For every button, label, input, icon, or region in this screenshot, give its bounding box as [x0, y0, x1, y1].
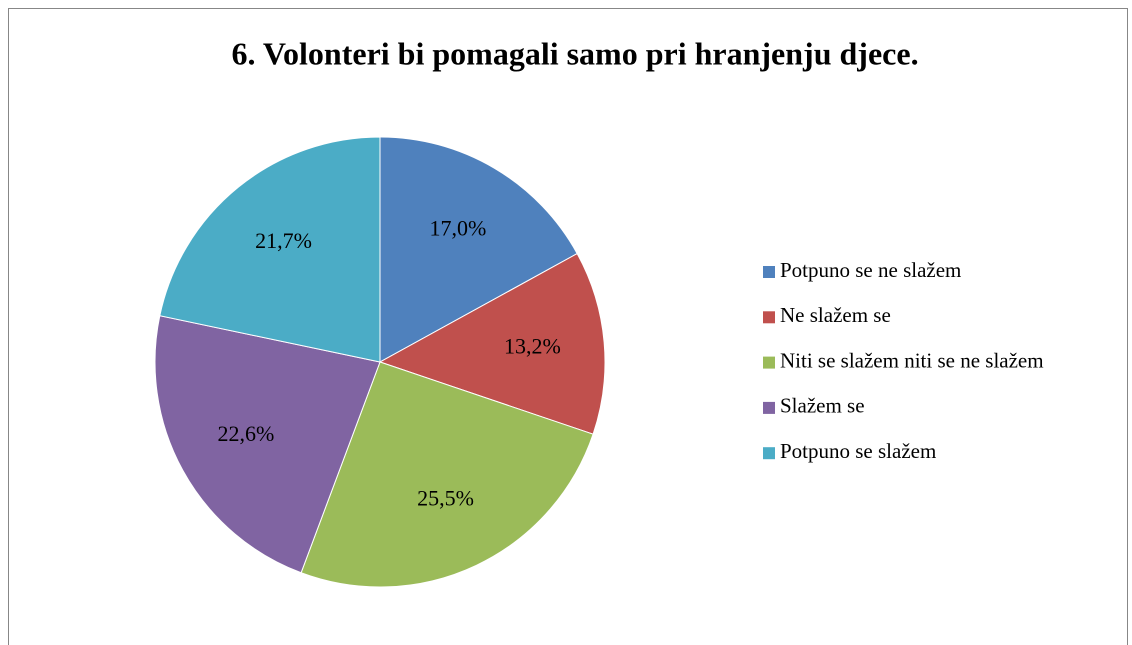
data-label: 17,0%: [429, 215, 486, 240]
legend-swatch: [763, 311, 775, 324]
data-label: 21,7%: [255, 228, 312, 253]
pie-slice: [300, 361, 594, 588]
pie-slice: [379, 136, 578, 363]
data-label: 25,5%: [417, 485, 474, 510]
data-label: 22,6%: [218, 421, 275, 446]
pie-slice: [154, 315, 381, 574]
legend-label: Niti se slažem niti se ne slažem: [780, 348, 1044, 372]
legend-swatch: [763, 356, 775, 369]
legend-label: Potpuno se slažem: [780, 439, 936, 463]
legend-swatch: [763, 401, 775, 414]
pie-slice: [159, 136, 381, 363]
chart-title: 6. Volonteri bi pomagali samo pri hranje…: [231, 35, 918, 71]
legend-label: Potpuno se ne slažem: [780, 258, 961, 282]
legend-swatch: [763, 447, 775, 460]
legend-label: Slažem se: [780, 394, 865, 418]
pie-slice: [378, 252, 606, 435]
legend-label: Ne slažem se: [780, 303, 891, 327]
legend-swatch: [763, 266, 775, 278]
data-label: 13,2%: [504, 334, 561, 359]
